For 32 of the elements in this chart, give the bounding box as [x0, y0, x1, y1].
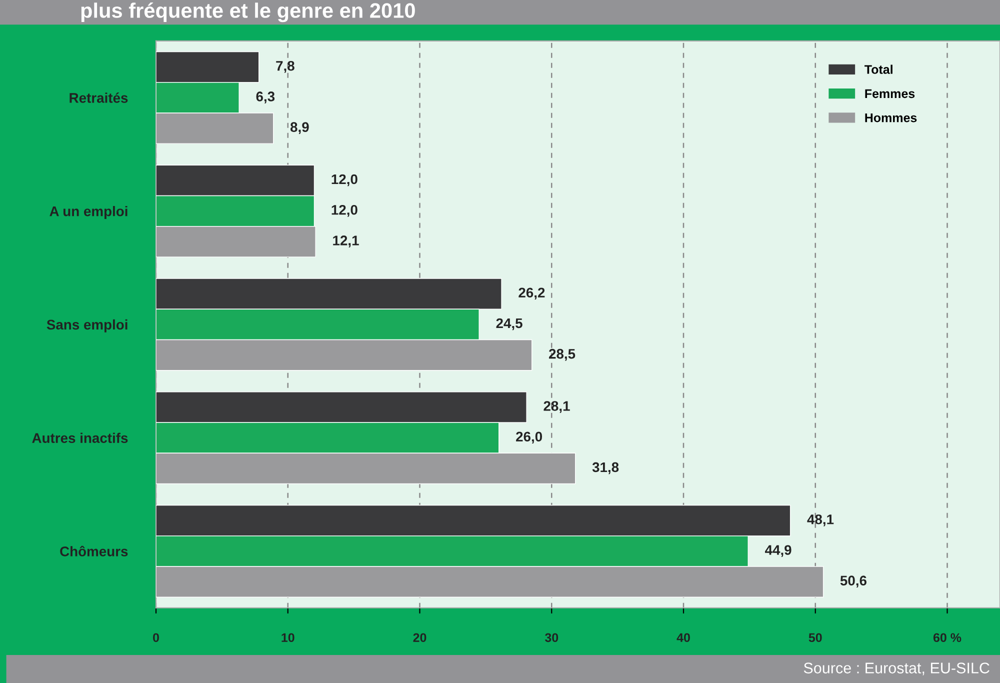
legend-label: Total	[864, 64, 892, 74]
data-label: 26,2	[518, 288, 545, 300]
data-label: 28,1	[544, 401, 570, 413]
data-label: 8,9	[290, 122, 309, 134]
x-tick-label: 60 %	[933, 633, 962, 642]
y-tick-label: Autres inactifs	[32, 432, 128, 443]
data-label: 12,1	[333, 236, 359, 248]
y-tick-label: Sans emploi	[46, 319, 128, 332]
y-tick-label: Chômeurs	[60, 546, 128, 556]
data-label: 48,1	[807, 514, 834, 526]
data-label: 28,5	[548, 348, 576, 361]
x-tick-label: 30	[544, 633, 558, 642]
data-label: 44,9	[764, 545, 792, 557]
data-label: 12,0	[332, 204, 358, 217]
chart-title: plus fréquente et le genre en 2010	[81, 2, 415, 22]
data-label: 26,0	[516, 432, 542, 444]
data-label: 24,5	[496, 318, 522, 330]
legend-label: Femmes	[865, 89, 915, 98]
data-label: 12,0	[332, 174, 358, 186]
x-tick-label: 50	[808, 633, 822, 642]
data-label: 50,6	[840, 576, 866, 588]
data-label: 7,8	[276, 60, 294, 73]
x-tick-label: 10	[282, 633, 294, 642]
x-tick-label: 20	[413, 633, 426, 642]
data-label: 6,3	[256, 92, 275, 104]
legend-label: Hommes	[865, 113, 917, 122]
y-tick-label: A un emploi	[50, 206, 128, 219]
source-note: Source : Eurostat, EU-SILC	[804, 662, 990, 676]
x-tick-label: 40	[676, 633, 690, 642]
x-tick-label: 0	[153, 633, 159, 642]
y-tick-label: Retraités	[70, 92, 128, 103]
data-label: 31,8	[592, 462, 619, 474]
